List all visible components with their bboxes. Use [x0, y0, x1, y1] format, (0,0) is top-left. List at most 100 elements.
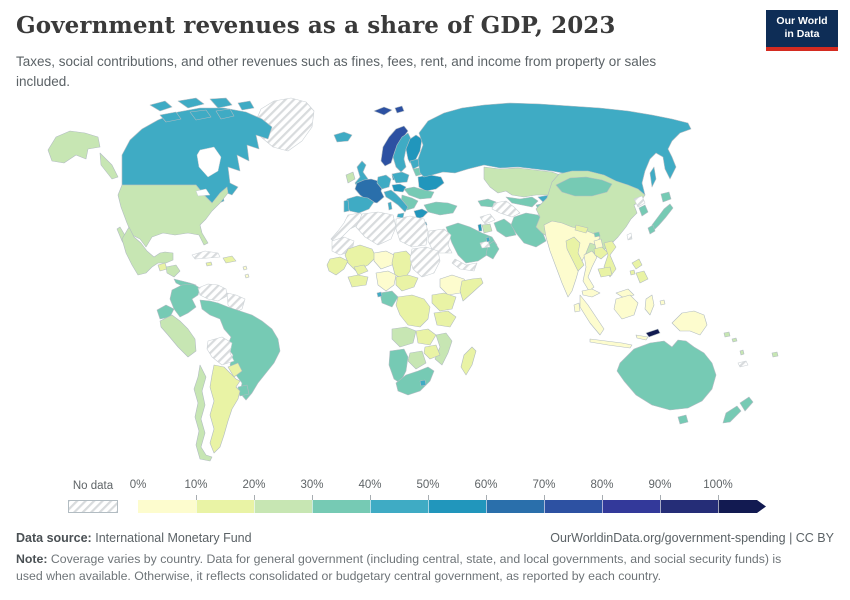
country-angola[interactable]: [391, 326, 417, 348]
country-alaska-panhandle[interactable]: [99, 152, 119, 180]
country-greenland[interactable]: [254, 97, 315, 152]
country-taiwan[interactable]: [626, 232, 633, 241]
country-botswana[interactable]: [407, 350, 427, 370]
country-solomon-1[interactable]: [723, 331, 731, 338]
country-iceland[interactable]: [333, 131, 353, 143]
country-cameroon-car[interactable]: [395, 274, 419, 292]
country-turkey[interactable]: [423, 201, 458, 216]
country-iraq[interactable]: [493, 218, 517, 238]
country-solomon-2[interactable]: [731, 337, 738, 343]
country-poland[interactable]: [391, 171, 410, 184]
country-sulawesi[interactable]: [644, 294, 655, 316]
legend-bin-0-10[interactable]: [138, 500, 196, 513]
country-south-africa[interactable]: [395, 366, 435, 396]
legend-bin-10-20[interactable]: [196, 500, 254, 513]
country-norway[interactable]: [380, 125, 409, 167]
country-ukraine[interactable]: [417, 174, 445, 192]
country-myanmar[interactable]: [565, 236, 585, 272]
legend-bin-50-60[interactable]: [428, 500, 486, 513]
country-ireland[interactable]: [345, 171, 356, 184]
country-jordan[interactable]: [481, 223, 493, 234]
country-brazil[interactable]: [199, 299, 281, 401]
country-russia[interactable]: [417, 102, 692, 196]
country-canada-arctic-7[interactable]: [237, 100, 255, 111]
country-mexico[interactable]: [121, 226, 174, 276]
country-jamaica[interactable]: [205, 261, 213, 267]
country-laos[interactable]: [593, 246, 609, 260]
country-tasmania[interactable]: [677, 414, 689, 425]
country-borneo[interactable]: [613, 294, 639, 320]
country-sumatra[interactable]: [579, 294, 605, 336]
country-equatorial-guinea[interactable]: [376, 291, 383, 298]
country-south-korea[interactable]: [638, 204, 649, 217]
country-syria[interactable]: [479, 213, 496, 225]
country-turkmenistan[interactable]: [491, 200, 521, 218]
country-svalbard-1[interactable]: [373, 106, 393, 116]
country-philippines-visayas[interactable]: [629, 269, 636, 276]
country-germany[interactable]: [376, 174, 392, 190]
country-canada-arctic-2[interactable]: [177, 97, 205, 109]
country-argentina[interactable]: [209, 364, 241, 454]
country-north-korea[interactable]: [633, 195, 646, 208]
country-new-caledonia[interactable]: [737, 360, 749, 368]
country-czechia-austria[interactable]: [391, 183, 407, 193]
legend-no-data-swatch[interactable]: [68, 500, 118, 513]
country-cuba[interactable]: [191, 250, 221, 260]
country-philippines-luzon[interactable]: [631, 258, 643, 270]
country-svalbard-2[interactable]: [394, 105, 405, 114]
country-uae[interactable]: [479, 240, 491, 249]
country-tanzania[interactable]: [433, 310, 457, 328]
country-lesser-antilles-1[interactable]: [242, 265, 248, 271]
country-philippines-mindanao[interactable]: [635, 270, 649, 284]
country-bhutan[interactable]: [593, 231, 601, 238]
country-canada-arctic-3[interactable]: [209, 97, 233, 109]
country-uganda-kenya[interactable]: [431, 292, 457, 312]
country-japan-kyushu[interactable]: [647, 224, 656, 235]
country-sri-lanka[interactable]: [573, 302, 581, 313]
country-new-zealand-south[interactable]: [722, 405, 742, 424]
country-japan-honshu[interactable]: [651, 203, 674, 231]
country-bangladesh[interactable]: [593, 238, 604, 250]
country-senegal-guinea[interactable]: [326, 256, 349, 276]
country-honduras-nicaragua[interactable]: [165, 264, 181, 278]
country-portugal[interactable]: [343, 199, 350, 213]
country-ecuador[interactable]: [156, 304, 175, 320]
country-hungary-romania[interactable]: [403, 186, 435, 200]
country-uzbekistan[interactable]: [505, 196, 539, 208]
country-nepal[interactable]: [574, 224, 589, 234]
legend-bin-70-80[interactable]: [544, 500, 602, 513]
country-canada-arctic-5[interactable]: [189, 109, 212, 121]
country-italy[interactable]: [383, 189, 409, 213]
country-sakhalin[interactable]: [649, 166, 657, 188]
country-niger[interactable]: [373, 250, 395, 270]
country-algeria[interactable]: [355, 211, 397, 246]
country-fiji[interactable]: [771, 351, 779, 358]
country-canada-arctic-4[interactable]: [159, 111, 182, 123]
country-venezuela[interactable]: [197, 283, 228, 302]
country-japan-hokkaido[interactable]: [660, 191, 672, 203]
country-peru[interactable]: [159, 314, 197, 358]
country-australia[interactable]: [616, 339, 717, 411]
country-somalia[interactable]: [459, 277, 484, 302]
country-mongolia[interactable]: [555, 176, 613, 197]
legend-bin-100+[interactable]: [718, 500, 766, 513]
country-timor-leste[interactable]: [645, 328, 661, 338]
country-dr-congo[interactable]: [395, 294, 431, 328]
country-hispaniola[interactable]: [222, 255, 237, 264]
country-chile[interactable]: [193, 364, 213, 462]
country-malaysia[interactable]: [581, 288, 601, 298]
country-zambia[interactable]: [415, 328, 437, 346]
country-sardinia[interactable]: [387, 201, 393, 211]
country-lesser-sunda[interactable]: [635, 334, 649, 341]
country-maluku[interactable]: [659, 299, 666, 306]
country-yemen[interactable]: [451, 258, 478, 272]
legend-bin-60-70[interactable]: [486, 500, 544, 513]
country-nigeria[interactable]: [375, 270, 397, 292]
footer-link[interactable]: OurWorldinData.org/government-spending |…: [550, 531, 834, 545]
country-alaska[interactable]: [47, 130, 101, 164]
country-france[interactable]: [354, 178, 385, 204]
legend-bin-80-90[interactable]: [602, 500, 660, 513]
country-canada-arctic-1[interactable]: [149, 100, 173, 112]
country-new-guinea[interactable]: [671, 310, 708, 336]
country-lesser-antilles-2[interactable]: [244, 273, 250, 279]
